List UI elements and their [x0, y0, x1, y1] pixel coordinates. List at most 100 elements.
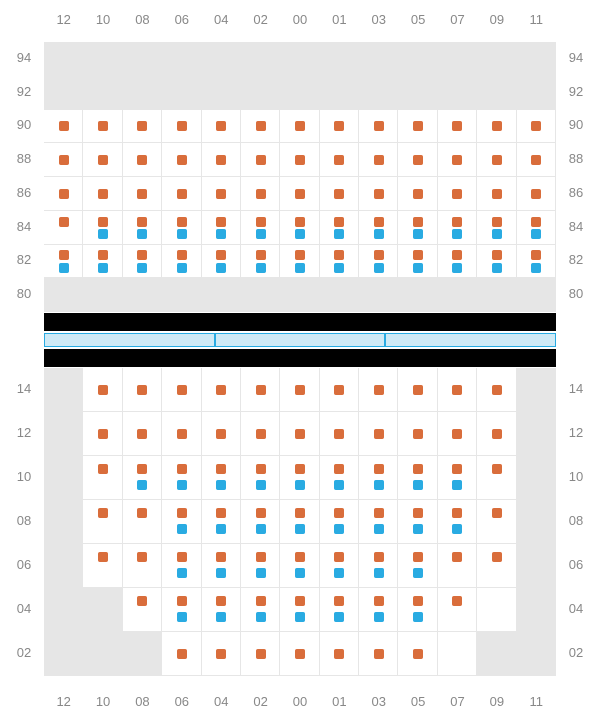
seat-orange[interactable] [413, 121, 423, 131]
seat-orange[interactable] [374, 385, 384, 395]
seat-blue[interactable] [295, 229, 305, 239]
seat-orange[interactable] [216, 508, 226, 518]
seat-cell[interactable] [44, 211, 83, 245]
seat-cell[interactable] [320, 211, 359, 245]
seat-orange[interactable] [452, 464, 462, 474]
seat-orange[interactable] [492, 429, 502, 439]
seat-orange[interactable] [98, 217, 108, 227]
seat-orange[interactable] [177, 250, 187, 260]
seat-cell[interactable] [477, 500, 516, 544]
seat-orange[interactable] [98, 385, 108, 395]
seat-orange[interactable] [334, 121, 344, 131]
seat-cell[interactable] [477, 211, 516, 245]
seat-blue[interactable] [334, 524, 344, 534]
seat-blue[interactable] [452, 229, 462, 239]
seat-orange[interactable] [256, 155, 266, 165]
seat-orange[interactable] [492, 508, 502, 518]
seat-orange[interactable] [98, 464, 108, 474]
seat-cell[interactable] [202, 588, 241, 632]
seat-orange[interactable] [216, 217, 226, 227]
seat-orange[interactable] [177, 385, 187, 395]
seat-cell[interactable] [202, 500, 241, 544]
seat-cell[interactable] [517, 211, 556, 245]
seat-blue[interactable] [452, 524, 462, 534]
seat-blue[interactable] [177, 612, 187, 622]
seat-cell[interactable] [162, 456, 201, 500]
seat-orange[interactable] [59, 217, 69, 227]
seat-orange[interactable] [374, 429, 384, 439]
seat-orange[interactable] [492, 464, 502, 474]
seat-cell[interactable] [359, 588, 398, 632]
seat-blue[interactable] [334, 480, 344, 490]
seat-blue[interactable] [256, 568, 266, 578]
seat-orange[interactable] [256, 250, 266, 260]
seat-orange[interactable] [492, 155, 502, 165]
seat-cell[interactable] [241, 211, 280, 245]
seat-blue[interactable] [492, 229, 502, 239]
seat-orange[interactable] [334, 649, 344, 659]
seat-cell[interactable] [438, 500, 477, 544]
seat-orange[interactable] [216, 596, 226, 606]
seat-cell[interactable] [438, 211, 477, 245]
seat-orange[interactable] [256, 596, 266, 606]
seat-orange[interactable] [452, 250, 462, 260]
seat-cell[interactable] [438, 456, 477, 500]
seat-blue[interactable] [374, 229, 384, 239]
seat-orange[interactable] [137, 155, 147, 165]
seat-orange[interactable] [216, 121, 226, 131]
seat-blue[interactable] [452, 480, 462, 490]
seat-blue[interactable] [295, 480, 305, 490]
seat-orange[interactable] [492, 217, 502, 227]
seat-orange[interactable] [137, 508, 147, 518]
seat-blue[interactable] [256, 612, 266, 622]
seat-orange[interactable] [452, 508, 462, 518]
seat-cell[interactable] [202, 544, 241, 588]
seat-orange[interactable] [216, 385, 226, 395]
seat-blue[interactable] [334, 612, 344, 622]
seat-orange[interactable] [452, 189, 462, 199]
seat-orange[interactable] [334, 189, 344, 199]
seat-orange[interactable] [531, 121, 541, 131]
seat-cell[interactable] [162, 588, 201, 632]
seat-cell[interactable] [241, 544, 280, 588]
seat-orange[interactable] [256, 464, 266, 474]
seat-orange[interactable] [492, 189, 502, 199]
seat-orange[interactable] [177, 464, 187, 474]
seat-orange[interactable] [98, 552, 108, 562]
seat-orange[interactable] [256, 121, 266, 131]
seat-orange[interactable] [177, 508, 187, 518]
seat-orange[interactable] [492, 552, 502, 562]
seat-blue[interactable] [216, 229, 226, 239]
seat-cell[interactable] [83, 456, 122, 500]
seat-orange[interactable] [256, 649, 266, 659]
seat-orange[interactable] [98, 189, 108, 199]
seat-orange[interactable] [98, 121, 108, 131]
seat-orange[interactable] [256, 217, 266, 227]
seat-cell[interactable] [280, 500, 319, 544]
seat-blue[interactable] [216, 480, 226, 490]
seat-orange[interactable] [59, 121, 69, 131]
seat-blue[interactable] [295, 612, 305, 622]
seat-cell[interactable] [123, 456, 162, 500]
seat-orange[interactable] [374, 552, 384, 562]
seat-cell[interactable] [241, 456, 280, 500]
seat-orange[interactable] [137, 189, 147, 199]
seat-orange[interactable] [177, 121, 187, 131]
seat-orange[interactable] [137, 429, 147, 439]
seat-blue[interactable] [177, 263, 187, 273]
seat-cell[interactable] [123, 500, 162, 544]
seat-orange[interactable] [374, 121, 384, 131]
seat-orange[interactable] [413, 596, 423, 606]
seat-cell[interactable] [241, 588, 280, 632]
seat-cell[interactable] [83, 544, 122, 588]
seat-cell[interactable] [398, 588, 437, 632]
seat-blue[interactable] [374, 612, 384, 622]
seat-orange[interactable] [334, 464, 344, 474]
seat-orange[interactable] [334, 155, 344, 165]
seat-cell[interactable] [320, 456, 359, 500]
seat-cell[interactable] [162, 500, 201, 544]
seat-orange[interactable] [492, 121, 502, 131]
seat-cell[interactable] [83, 500, 122, 544]
seat-orange[interactable] [413, 464, 423, 474]
seat-orange[interactable] [531, 155, 541, 165]
